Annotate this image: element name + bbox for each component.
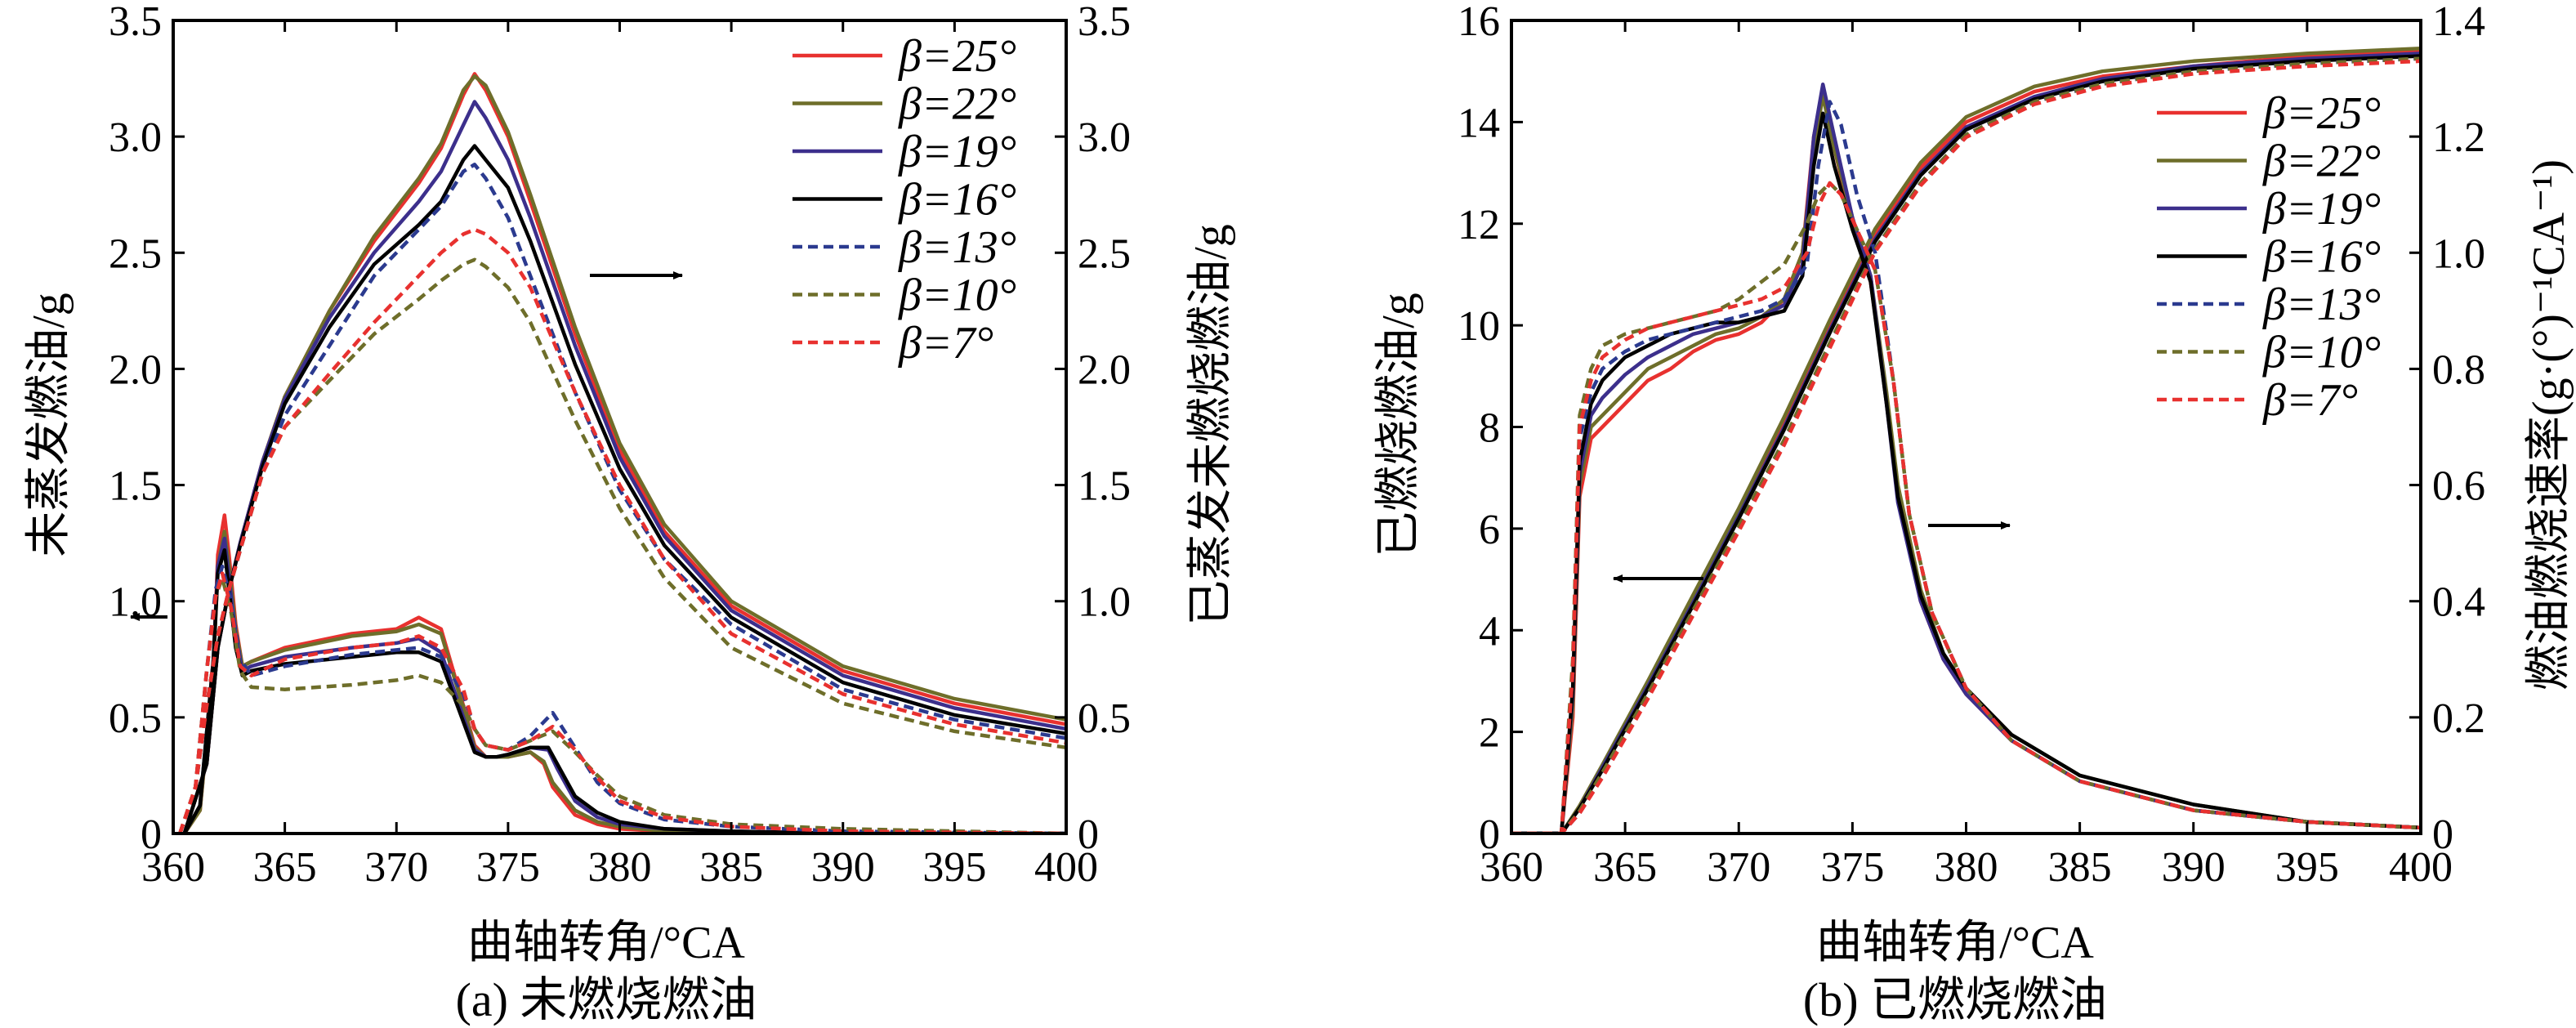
- x-axis-label-b: 曲轴转角/°CA: [1816, 918, 2094, 968]
- x-tick-label-b-3: 375: [1820, 844, 1884, 891]
- y-axis-label-left-a: 未蒸发燃油/g: [24, 293, 74, 557]
- x-tick-label-b-4: 380: [1935, 844, 1998, 891]
- y-tick-label-right-b-2: 0.4: [2432, 579, 2485, 626]
- plot-area-a: 360 365 370 375 380 385 390 395 40000.51.01.52.0…: [109, 0, 1131, 891]
- x-tick-label-a-3: 375: [476, 844, 540, 891]
- legend-label-a-4: β=13°: [898, 222, 1016, 273]
- y-tick-label-left-b-8: 16: [1458, 0, 1500, 45]
- x-tick-label-b-0: 360: [1480, 844, 1543, 891]
- y-tick-label-left-a-0: 0: [141, 811, 162, 858]
- plot-area-b: 360 365 370 375 380 385 390 395 4000246810121416…: [1458, 0, 2485, 891]
- y-tick-label-right-a-6: 3.0: [1078, 114, 1131, 161]
- x-tick-label-a-1: 365: [253, 844, 317, 891]
- series-line-b-13-right: [1511, 181, 2421, 834]
- x-tick-label-a-2: 370: [364, 844, 428, 891]
- series-line-a-10-left: [178, 576, 1066, 834]
- y-tick-label-left-b-0: 0: [1479, 811, 1500, 858]
- legend-label-a-0: β=25°: [898, 31, 1016, 82]
- y-axis-label-right-a: 已蒸发未燃烧燃油/g: [1185, 224, 1236, 626]
- y-tick-label-right-a-3: 1.5: [1078, 463, 1131, 510]
- y-tick-label-left-a-5: 2.5: [109, 230, 162, 277]
- series-line-b-11-right: [1511, 181, 2421, 834]
- y-tick-label-right-a-5: 2.5: [1078, 230, 1131, 277]
- y-tick-label-right-a-2: 1.0: [1078, 579, 1131, 626]
- legend-label-a-1: β=22°: [898, 79, 1016, 130]
- y-tick-label-left-b-5: 10: [1458, 303, 1500, 350]
- y-tick-label-right-a-4: 2.0: [1078, 346, 1131, 393]
- legend-label-a-2: β=19°: [898, 127, 1016, 177]
- y-tick-label-left-b-4: 8: [1479, 405, 1500, 452]
- y-tick-label-right-a-7: 3.5: [1078, 0, 1131, 45]
- legend-label-b-6: β=7°: [2262, 375, 2358, 426]
- y-tick-label-left-a-7: 3.5: [109, 0, 162, 45]
- series-line-b-12-left: [1511, 59, 2421, 834]
- y-tick-label-left-b-1: 2: [1479, 710, 1500, 757]
- y-tick-label-right-b-7: 1.4: [2432, 0, 2485, 45]
- legend-label-b-2: β=19°: [2262, 184, 2381, 235]
- caption-b: (b) 已燃烧燃油: [1803, 973, 2107, 1026]
- y-tick-label-right-b-6: 1.2: [2432, 114, 2485, 161]
- y-tick-label-right-a-0: 0: [1078, 811, 1099, 858]
- y-tick-label-left-b-3: 6: [1479, 507, 1500, 553]
- legend-a: β=25°β=22°β=19°β=16°β=13°β=10°β=7°: [792, 31, 1016, 369]
- y-tick-label-right-a-1: 0.5: [1078, 695, 1131, 742]
- y-tick-label-left-a-1: 0.5: [109, 695, 162, 742]
- legend-label-a-3: β=16°: [898, 175, 1016, 226]
- panel-b: 360 365 370 375 380 385 390 395 4000246810121416…: [1373, 0, 2574, 1026]
- legend-label-b-4: β=13°: [2262, 279, 2381, 330]
- x-tick-label-b-6: 390: [2162, 844, 2226, 891]
- y-tick-label-right-b-1: 0.2: [2432, 695, 2485, 742]
- x-tick-label-a-0: 360: [141, 844, 205, 891]
- x-tick-label-a-8: 400: [1034, 844, 1098, 891]
- y-tick-label-left-a-2: 1.0: [109, 579, 162, 626]
- legend-label-a-6: β=7°: [898, 318, 993, 369]
- series-line-b-5-right: [1511, 82, 2421, 834]
- x-tick-label-b-2: 370: [1707, 844, 1770, 891]
- y-tick-label-left-b-6: 12: [1458, 202, 1500, 248]
- legend-b: β=25°β=22°β=19°β=16°β=13°β=10°β=7°: [2157, 88, 2381, 426]
- y-tick-label-right-b-4: 0.8: [2432, 346, 2485, 393]
- x-tick-label-a-5: 385: [699, 844, 763, 891]
- series-line-a-0-left: [182, 513, 1066, 834]
- series-line-a-6-left: [182, 548, 1066, 834]
- x-tick-label-a-6: 390: [811, 844, 875, 891]
- x-tick-label-b-5: 385: [2048, 844, 2112, 891]
- series-group-b: [1511, 46, 2421, 834]
- y-tick-label-left-a-6: 3.0: [109, 114, 162, 161]
- x-tick-label-b-1: 365: [1593, 844, 1657, 891]
- series-line-a-12-left: [178, 571, 1066, 834]
- y-tick-label-right-b-0: 0: [2432, 811, 2453, 858]
- y-axis-label-right-b: 燃油燃烧速率(g·(°)⁻¹CA⁻¹): [2524, 159, 2574, 691]
- series-line-a-8-left: [178, 564, 1066, 834]
- y-tick-label-left-a-3: 1.5: [109, 463, 162, 510]
- y-tick-label-right-b-5: 1.0: [2432, 230, 2485, 277]
- panel-a: 360 365 370 375 380 385 390 395 40000.51.01.52.0…: [24, 0, 1236, 1026]
- legend-label-a-5: β=10°: [898, 270, 1016, 321]
- series-line-b-10-left: [1511, 56, 2421, 834]
- legend-label-b-1: β=22°: [2262, 136, 2381, 187]
- x-tick-label-b-8: 400: [2389, 844, 2453, 891]
- legend-label-b-3: β=16°: [2262, 232, 2381, 283]
- series-group-a: [178, 72, 1066, 834]
- x-tick-label-a-7: 395: [922, 844, 986, 891]
- x-tick-label-b-7: 395: [2275, 844, 2339, 891]
- series-line-a-2-left: [182, 530, 1066, 834]
- y-tick-label-left-a-4: 2.0: [109, 346, 162, 393]
- legend-label-b-0: β=25°: [2262, 88, 2381, 139]
- series-line-a-13-right: [178, 227, 1066, 834]
- y-tick-label-right-b-3: 0.6: [2432, 463, 2485, 510]
- y-tick-label-left-b-7: 14: [1458, 100, 1500, 146]
- x-tick-label-a-4: 380: [588, 844, 652, 891]
- legend-label-b-5: β=10°: [2262, 328, 2381, 378]
- caption-a: (a) 未燃烧燃油: [456, 973, 757, 1026]
- x-axis-label-a: 曲轴转角/°CA: [467, 918, 745, 968]
- y-tick-label-left-b-2: 4: [1479, 608, 1500, 655]
- y-axis-label-left-b: 已燃烧燃油/g: [1373, 293, 1424, 557]
